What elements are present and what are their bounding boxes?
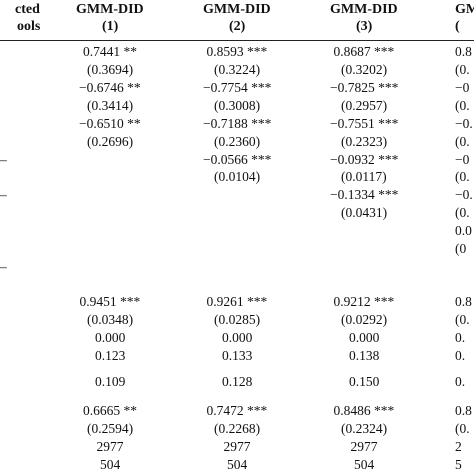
table-cell: −0.6510 ** [79,116,141,131]
table-cell: 504 [100,457,121,472]
table-cell: 0.0 [455,223,472,238]
table-cell: (0. [455,421,470,436]
column-header: (2) [229,19,246,34]
column-header: GMM-DID [203,2,271,17]
table-cell: (0.3694) [87,62,134,77]
table-cell: (0. [455,98,470,113]
table-cell: −0.7825 *** [330,80,399,95]
table-cell: (0.3224) [214,62,261,77]
table-cell: (0.2594) [87,421,134,436]
table-cell: 0.9212 *** [333,294,395,309]
table-cell: −0 [455,80,470,95]
table-cell: (0.2696) [87,134,134,149]
table-cell: 0.000 [222,330,253,345]
table-cell: 0.8 [455,44,472,59]
table-cell: 0.8687 *** [333,44,395,59]
column-header: cted [15,2,40,17]
table-cell: (0.2957) [341,98,388,113]
table-cell: 5 [455,457,462,472]
table-cell: (0.0292) [341,312,388,327]
table-cell: 2977 [350,439,378,454]
table-cell: 2 [455,439,462,454]
table-cell: (0. [455,62,470,77]
column-header: GMM-DID [330,2,398,17]
table-cell: (0 [455,241,467,256]
column-header: GMM-DID [76,2,144,17]
table-cell: (0.0431) [341,205,388,220]
table-cell: (0.2323) [341,134,388,149]
table-cell: 0.8 [455,294,472,309]
table-cell: (0.0117) [341,169,387,184]
table-cell: (0. [455,205,470,220]
table-cell: 504 [354,457,375,472]
table-cell: 0.128 [222,374,253,389]
table-cell: (0.0285) [214,312,261,327]
table-cell: −0.7754 *** [203,80,272,95]
table-cell: −0.0932 *** [330,152,399,167]
table-cell: 2977 [96,439,124,454]
table-cell: (0.2268) [214,421,261,436]
column-header: GM [455,2,474,17]
table-cell: 0.109 [95,374,126,389]
table-cell: (0.0104) [214,169,261,184]
table-cell: (0.3008) [214,98,261,113]
table-cell: −0 [455,152,470,167]
table-cell: −0.6746 ** [79,80,141,95]
table-cell: (0. [455,312,470,327]
table-cell: (0.3202) [341,62,388,77]
table-cell: (0.2360) [214,134,261,149]
table-cell: 0.9451 *** [79,294,141,309]
table-cell: 0.7441 ** [83,44,137,59]
table-cell: 0.123 [95,348,126,363]
table-cell: – [0,259,7,274]
table-cell: (0.2324) [341,421,388,436]
table-cell: 0.8486 *** [333,403,395,418]
table-cell: 0. [455,330,466,345]
column-header: ( [455,19,460,34]
column-header: (1) [102,19,119,34]
header-rule [0,40,474,41]
table-cell: 0.000 [95,330,126,345]
column-header: ools [17,19,41,34]
table-cell: – [0,187,7,202]
table-cell: 0.9261 *** [206,294,268,309]
column-header: (3) [356,19,373,34]
table-cell: 0. [455,348,466,363]
table-cell: 504 [227,457,248,472]
table-cell: 0. [455,374,466,389]
table-cell: 0.000 [349,330,380,345]
table-cell: 0.7472 *** [206,403,268,418]
table-cell: 0.138 [349,348,380,363]
table-cell: 0.133 [222,348,253,363]
table-cell: −0.0566 *** [203,152,272,167]
table-cell: −0. [455,116,473,131]
table-cell: −0.7188 *** [203,116,272,131]
table-cell: −0.1334 *** [330,187,399,202]
table-cell: −0.7551 *** [330,116,399,131]
table-cell: (0.3414) [87,98,134,113]
table-cell: 0.8 [455,403,472,418]
table-cell: 0.150 [349,374,380,389]
table-cell: 0.6665 ** [83,403,137,418]
table-cell: −0. [455,187,473,202]
table-cell: 0.8593 *** [206,44,268,59]
table-cell: 2977 [223,439,251,454]
table-cell: (0.0348) [87,312,134,327]
table-cell: (0. [455,134,470,149]
table-cell: (0. [455,169,470,184]
table-cell: – [0,152,7,167]
